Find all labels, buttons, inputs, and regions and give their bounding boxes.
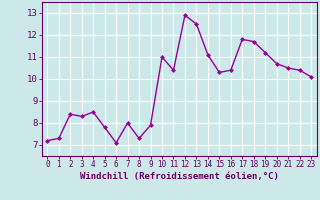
X-axis label: Windchill (Refroidissement éolien,°C): Windchill (Refroidissement éolien,°C) bbox=[80, 172, 279, 181]
